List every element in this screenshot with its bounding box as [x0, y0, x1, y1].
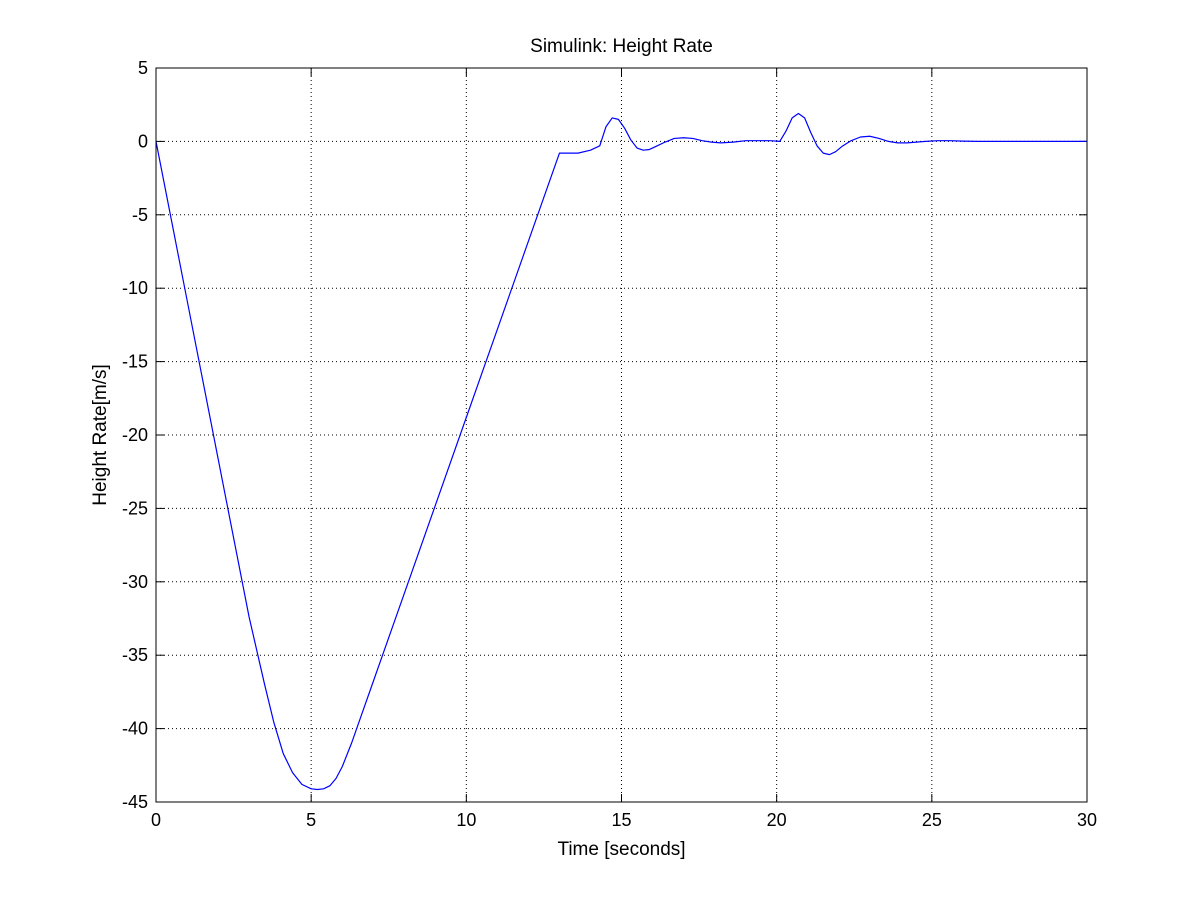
- x-tick-label: 5: [306, 810, 316, 830]
- x-axis-label: Time [seconds]: [557, 839, 685, 860]
- y-tick-label: -25: [122, 498, 148, 518]
- y-tick-label: -10: [122, 278, 148, 298]
- x-tick-label: 30: [1077, 810, 1097, 830]
- axis-ticks: [155, 67, 1088, 803]
- y-tick-label: -15: [122, 352, 148, 372]
- y-tick-label: -45: [122, 792, 148, 812]
- grid: [156, 68, 1087, 802]
- x-tick-label: 0: [151, 810, 161, 830]
- series-layer: [155, 112, 1087, 791]
- y-tick-label: -35: [122, 645, 148, 665]
- y-tick-label: -40: [122, 719, 148, 739]
- x-tick-label: 25: [922, 810, 942, 830]
- y-axis-label: Height Rate[m/s]: [90, 364, 111, 506]
- plot-frame: [155, 67, 1088, 803]
- y-tick-label: -30: [122, 572, 148, 592]
- chart-title: Simulink: Height Rate: [530, 36, 713, 57]
- x-tick-label: 20: [767, 810, 787, 830]
- series-line: [155, 112, 1087, 791]
- x-tick-label: 10: [456, 810, 476, 830]
- y-tick-label: -20: [122, 425, 148, 445]
- y-tick-label: 0: [138, 131, 148, 151]
- x-tick-label: 15: [611, 810, 631, 830]
- y-tick-label: -5: [132, 205, 148, 225]
- y-tick-label: 5: [138, 58, 148, 78]
- tick-labels: 0 5 10 15 20 25 30 5 0 -5 -10 -15 -20 -25 -30 -35 -40 -45: [122, 58, 1097, 830]
